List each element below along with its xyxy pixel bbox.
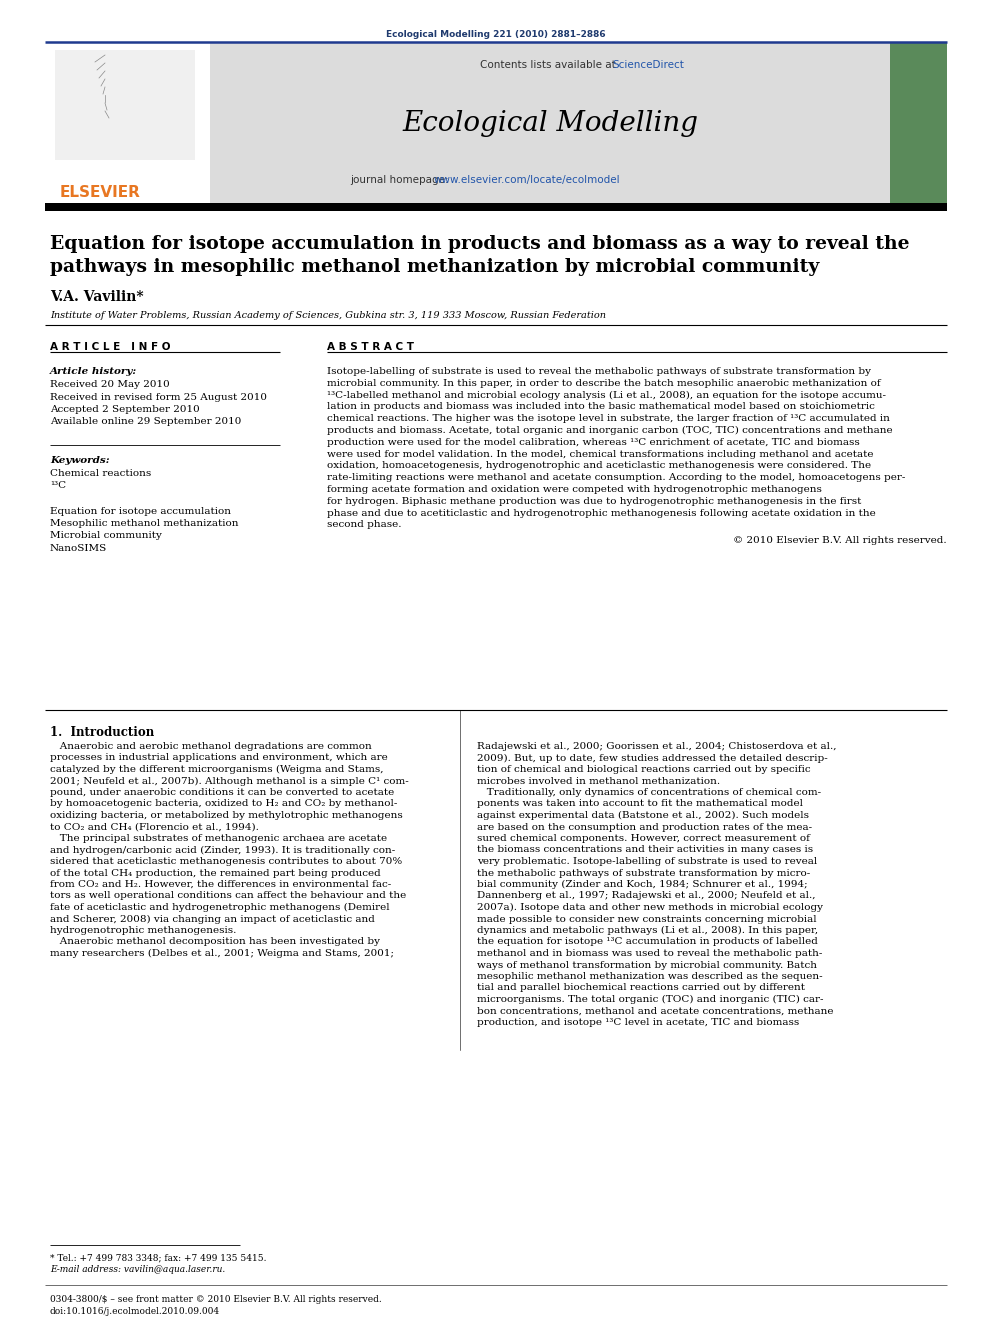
Text: Contents lists available at: Contents lists available at <box>480 60 619 70</box>
Text: Equation for isotope accumulation: Equation for isotope accumulation <box>50 507 231 516</box>
Text: ways of methanol transformation by microbial community. Batch: ways of methanol transformation by micro… <box>477 960 817 970</box>
Text: 1.  Introduction: 1. Introduction <box>50 726 154 740</box>
Text: catalyzed by the different microorganisms (Weigma and Stams,: catalyzed by the different microorganism… <box>50 765 384 774</box>
Text: V.A. Vavilin*: V.A. Vavilin* <box>50 290 144 304</box>
Text: Microbial community: Microbial community <box>50 532 162 541</box>
Text: the biomass concentrations and their activities in many cases is: the biomass concentrations and their act… <box>477 845 813 855</box>
Text: NanoSIMS: NanoSIMS <box>50 544 107 553</box>
Text: were used for model validation. In the model, chemical transformations including: were used for model validation. In the m… <box>327 450 874 459</box>
Text: Ecological Modelling 221 (2010) 2881–2886: Ecological Modelling 221 (2010) 2881–288… <box>386 30 606 38</box>
Text: forming acetate formation and oxidation were competed with hydrogenotrophic meth: forming acetate formation and oxidation … <box>327 486 822 493</box>
Text: Traditionally, only dynamics of concentrations of chemical com-: Traditionally, only dynamics of concentr… <box>477 789 821 796</box>
Text: and hydrogen/carbonic acid (Zinder, 1993). It is traditionally con-: and hydrogen/carbonic acid (Zinder, 1993… <box>50 845 395 855</box>
Text: journal homepage:: journal homepage: <box>350 175 452 185</box>
Text: 2001; Neufeld et al., 2007b). Although methanol is a simple C¹ com-: 2001; Neufeld et al., 2007b). Although m… <box>50 777 409 786</box>
Text: sured chemical components. However, correct measurement of: sured chemical components. However, corr… <box>477 833 809 843</box>
Text: ¹³C: ¹³C <box>50 482 66 491</box>
Text: ponents was taken into account to fit the mathematical model: ponents was taken into account to fit th… <box>477 799 803 808</box>
Text: Institute of Water Problems, Russian Academy of Sciences, Gubkina str. 3, 119 33: Institute of Water Problems, Russian Aca… <box>50 311 606 320</box>
Text: tors as well operational conditions can affect the behaviour and the: tors as well operational conditions can … <box>50 892 407 901</box>
Text: many researchers (Delbes et al., 2001; Weigma and Stams, 2001;: many researchers (Delbes et al., 2001; W… <box>50 949 394 958</box>
Text: ¹³C-labelled methanol and microbial ecology analysis (Li et al., 2008), an equat: ¹³C-labelled methanol and microbial ecol… <box>327 390 886 400</box>
Text: microorganisms. The total organic (TOC) and inorganic (TIC) car-: microorganisms. The total organic (TOC) … <box>477 995 823 1004</box>
Text: oxidizing bacteria, or metabolized by methylotrophic methanogens: oxidizing bacteria, or metabolized by me… <box>50 811 403 820</box>
Bar <box>55 50 195 160</box>
Text: and Scherer, 2008) via changing an impact of aceticlastic and: and Scherer, 2008) via changing an impac… <box>50 914 375 923</box>
Text: chemical reactions. The higher was the isotope level in substrate, the larger fr: chemical reactions. The higher was the i… <box>327 414 890 423</box>
Text: rate-limiting reactions were methanol and acetate consumption. According to the : rate-limiting reactions were methanol an… <box>327 474 906 482</box>
Text: 0304-3800/$ – see front matter © 2010 Elsevier B.V. All rights reserved.: 0304-3800/$ – see front matter © 2010 El… <box>50 1295 382 1304</box>
Text: hydrogenotrophic methanogenesis.: hydrogenotrophic methanogenesis. <box>50 926 236 935</box>
Text: of the total CH₄ production, the remained part being produced: of the total CH₄ production, the remaine… <box>50 868 381 877</box>
Text: 2007a). Isotope data and other new methods in microbial ecology: 2007a). Isotope data and other new metho… <box>477 904 823 912</box>
Text: Keywords:: Keywords: <box>50 456 110 464</box>
Text: tion of chemical and biological reactions carried out by specific: tion of chemical and biological reaction… <box>477 765 810 774</box>
Text: pathways in mesophilic methanol methanization by microbial community: pathways in mesophilic methanol methaniz… <box>50 258 819 277</box>
Text: pound, under anaerobic conditions it can be converted to acetate: pound, under anaerobic conditions it can… <box>50 789 394 796</box>
Text: made possible to consider new constraints concerning microbial: made possible to consider new constraint… <box>477 914 816 923</box>
Text: Chemical reactions: Chemical reactions <box>50 468 151 478</box>
Text: Received in revised form 25 August 2010: Received in revised form 25 August 2010 <box>50 393 267 401</box>
Text: Radajewski et al., 2000; Goorissen et al., 2004; Chistoserdova et al.,: Radajewski et al., 2000; Goorissen et al… <box>477 742 836 751</box>
Text: The principal substrates of methanogenic archaea are acetate: The principal substrates of methanogenic… <box>50 833 387 843</box>
Text: Dannenberg et al., 1997; Radajewski et al., 2000; Neufeld et al.,: Dannenberg et al., 1997; Radajewski et a… <box>477 892 815 901</box>
Text: Anaerobic and aerobic methanol degradations are common: Anaerobic and aerobic methanol degradati… <box>50 742 372 751</box>
Text: Received 20 May 2010: Received 20 May 2010 <box>50 380 170 389</box>
Text: for hydrogen. Biphasic methane production was due to hydrogenotrophic methanogen: for hydrogen. Biphasic methane productio… <box>327 497 861 505</box>
Text: ScienceDirect: ScienceDirect <box>612 60 683 70</box>
Text: fate of aceticlastic and hydrogenetrophic methanogens (Demirel: fate of aceticlastic and hydrogenetrophi… <box>50 904 390 912</box>
Text: the methabolic pathways of substrate transformation by micro-: the methabolic pathways of substrate tra… <box>477 868 810 877</box>
Text: Anaerobic methanol decomposition has been investigated by: Anaerobic methanol decomposition has bee… <box>50 938 380 946</box>
Text: the equation for isotope ¹³C accumulation in products of labelled: the equation for isotope ¹³C accumulatio… <box>477 938 817 946</box>
Text: microbes involved in methanol methanization.: microbes involved in methanol methanizat… <box>477 777 720 786</box>
Text: from CO₂ and H₂. However, the differences in environmental fac-: from CO₂ and H₂. However, the difference… <box>50 880 391 889</box>
Text: are based on the consumption and production rates of the mea-: are based on the consumption and product… <box>477 823 812 831</box>
Text: against experimental data (Batstone et al., 2002). Such models: against experimental data (Batstone et a… <box>477 811 809 820</box>
Text: Mesophilic methanol methanization: Mesophilic methanol methanization <box>50 519 238 528</box>
Bar <box>45 202 947 210</box>
Bar <box>890 44 947 202</box>
Text: very problematic. Isotope-labelling of substrate is used to reveal: very problematic. Isotope-labelling of s… <box>477 857 817 867</box>
Bar <box>45 44 210 202</box>
Text: E-mail address: vavilin@aqua.laser.ru.: E-mail address: vavilin@aqua.laser.ru. <box>50 1265 225 1274</box>
Text: second phase.: second phase. <box>327 520 402 529</box>
Text: Equation for isotope accumulation in products and biomass as a way to reveal the: Equation for isotope accumulation in pro… <box>50 235 910 253</box>
Text: to CO₂ and CH₄ (Florencio et al., 1994).: to CO₂ and CH₄ (Florencio et al., 1994). <box>50 823 259 831</box>
Text: sidered that aceticlastic methanogenesis contributes to about 70%: sidered that aceticlastic methanogenesis… <box>50 857 402 867</box>
Text: A R T I C L E   I N F O: A R T I C L E I N F O <box>50 343 171 352</box>
Text: Available online 29 September 2010: Available online 29 September 2010 <box>50 418 241 426</box>
Text: www.elsevier.com/locate/ecolmodel: www.elsevier.com/locate/ecolmodel <box>434 175 621 185</box>
Text: microbial community. In this paper, in order to describe the batch mesophilic an: microbial community. In this paper, in o… <box>327 378 881 388</box>
Text: Article history:: Article history: <box>50 366 137 376</box>
Text: A B S T R A C T: A B S T R A C T <box>327 343 414 352</box>
Text: methanol and in biomass was used to reveal the methabolic path-: methanol and in biomass was used to reve… <box>477 949 822 958</box>
Text: doi:10.1016/j.ecolmodel.2010.09.004: doi:10.1016/j.ecolmodel.2010.09.004 <box>50 1307 220 1316</box>
Text: bon concentrations, methanol and acetate concentrations, methane: bon concentrations, methanol and acetate… <box>477 1007 833 1016</box>
Text: © 2010 Elsevier B.V. All rights reserved.: © 2010 Elsevier B.V. All rights reserved… <box>733 536 947 545</box>
Text: production, and isotope ¹³C level in acetate, TIC and biomass: production, and isotope ¹³C level in ace… <box>477 1017 800 1027</box>
Text: lation in products and biomass was included into the basic mathematical model ba: lation in products and biomass was inclu… <box>327 402 875 411</box>
Text: by homoacetogenic bacteria, oxidized to H₂ and CO₂ by methanol-: by homoacetogenic bacteria, oxidized to … <box>50 799 398 808</box>
Text: phase and due to acetiticlastic and hydrogenotrophic methanogenesis following ac: phase and due to acetiticlastic and hydr… <box>327 508 876 517</box>
Text: dynamics and metabolic pathways (Li et al., 2008). In this paper,: dynamics and metabolic pathways (Li et a… <box>477 926 818 935</box>
Text: production were used for the model calibration, whereas ¹³C enrichment of acetat: production were used for the model calib… <box>327 438 860 447</box>
Text: processes in industrial applications and environment, which are: processes in industrial applications and… <box>50 754 388 762</box>
Text: products and biomass. Acetate, total organic and inorganic carbon (TOC, TIC) con: products and biomass. Acetate, total org… <box>327 426 893 435</box>
Bar <box>210 44 890 202</box>
Text: tial and parallel biochemical reactions carried out by different: tial and parallel biochemical reactions … <box>477 983 805 992</box>
Text: Isotope-labelling of substrate is used to reveal the methabolic pathways of subs: Isotope-labelling of substrate is used t… <box>327 366 871 376</box>
Text: * Tel.: +7 499 783 3348; fax: +7 499 135 5415.: * Tel.: +7 499 783 3348; fax: +7 499 135… <box>50 1253 267 1262</box>
Text: ELSEVIER: ELSEVIER <box>60 185 141 200</box>
Text: mesophilic methanol methanization was described as the sequen-: mesophilic methanol methanization was de… <box>477 972 822 980</box>
Text: 2009). But, up to date, few studies addressed the detailed descrip-: 2009). But, up to date, few studies addr… <box>477 754 827 762</box>
Text: bial community (Zinder and Koch, 1984; Schnurer et al., 1994;: bial community (Zinder and Koch, 1984; S… <box>477 880 807 889</box>
Text: oxidation, homoacetogenesis, hydrogenotrophic and aceticlastic methanogenesis we: oxidation, homoacetogenesis, hydrogenotr… <box>327 462 871 471</box>
Text: Ecological Modelling: Ecological Modelling <box>402 110 698 138</box>
Text: Accepted 2 September 2010: Accepted 2 September 2010 <box>50 405 199 414</box>
